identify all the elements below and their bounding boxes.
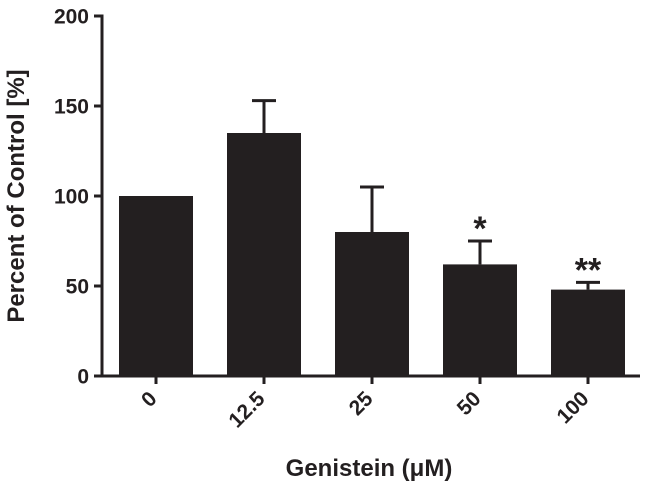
significance-mark-50: *: [473, 210, 487, 248]
y-tick-label-200: 200: [54, 6, 89, 29]
bar-0: [119, 196, 193, 376]
x-ticks-layer: 0 12.5 25 50 100: [137, 376, 594, 432]
x-tick-label-12.5: 12.5: [224, 387, 269, 432]
bar-50: [443, 264, 517, 376]
x-tick-label-50: 50: [453, 387, 486, 420]
y-tick-label-50: 50: [66, 276, 89, 299]
bars-layer: [119, 133, 625, 376]
x-tick-label-100: 100: [552, 387, 593, 428]
bar-12.5: [227, 133, 301, 376]
x-tick-label-25: 25: [345, 387, 378, 420]
bar-100: [551, 289, 625, 376]
y-ticks-layer: 0 50 100 150 200: [54, 6, 102, 389]
significance-layer: ***: [473, 210, 602, 289]
error-bars-layer: [252, 99, 600, 290]
y-axis-title: Percent of Control [%]: [3, 69, 30, 322]
x-tick-label-0: 0: [137, 387, 162, 412]
x-axis-title: Genistein (μM): [286, 455, 453, 482]
significance-mark-100: **: [575, 251, 602, 289]
y-tick-label-100: 100: [54, 186, 89, 209]
y-tick-label-0: 0: [77, 366, 89, 389]
bar-25: [335, 232, 409, 376]
y-tick-label-150: 150: [54, 96, 89, 119]
